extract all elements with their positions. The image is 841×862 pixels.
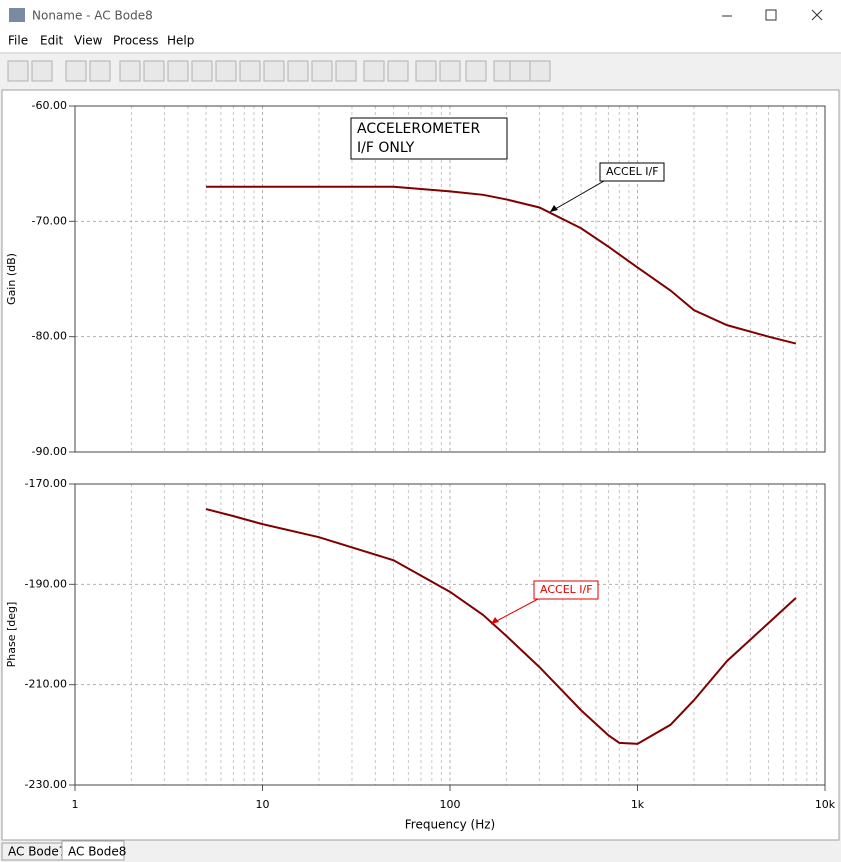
y-tick-label: -210.00	[25, 678, 67, 691]
menu-item[interactable]: Edit	[40, 34, 64, 48]
toolbar-button[interactable]	[215, 60, 237, 82]
title-bar	[0, 0, 841, 30]
curve-label-box	[599, 162, 665, 182]
y-axis-label: Phase [deg]	[5, 602, 18, 668]
x-tick-label: 1	[72, 798, 79, 811]
y-tick-label: -80.00	[32, 330, 67, 343]
x-tick-label: 100	[440, 798, 461, 811]
toolbar-button[interactable]	[465, 60, 487, 82]
close-button[interactable]	[811, 9, 823, 21]
toolbar-button[interactable]	[89, 60, 111, 82]
toolbar	[0, 52, 841, 82]
toolbar-button[interactable]	[509, 60, 531, 82]
label-arrowhead	[491, 617, 499, 624]
y-tick-label: -90.00	[32, 445, 67, 458]
menu-bar	[0, 30, 841, 52]
menu-item[interactable]: File	[8, 34, 28, 48]
toolbar-button[interactable]	[363, 60, 385, 82]
series-line	[206, 185, 797, 345]
toolbar-button[interactable]	[311, 60, 333, 82]
x-axis-label: Frequency (Hz)	[405, 818, 496, 832]
y-tick-label: -60.00	[32, 99, 67, 112]
menu-item[interactable]: Process	[113, 34, 159, 48]
maximize-button[interactable]	[765, 9, 777, 21]
toolbar-button[interactable]	[119, 60, 141, 82]
annotation-text: ACCELEROMETER	[357, 121, 480, 137]
toolbar-button[interactable]	[65, 60, 87, 82]
app-icon	[9, 8, 25, 22]
x-tick-label: 10	[256, 798, 270, 811]
window-title: Noname - AC Bode8	[32, 9, 153, 23]
label-arrowhead	[550, 205, 558, 212]
y-tick-label: -70.00	[32, 214, 67, 227]
curve-label-box	[533, 580, 599, 600]
tab-label[interactable]: AC Bode8	[68, 845, 126, 859]
y-tick-label: -230.00	[25, 778, 67, 791]
plot-frame	[74, 105, 826, 453]
tab-active[interactable]	[61, 840, 125, 861]
toolbar-button[interactable]	[387, 60, 409, 82]
toolbar-button[interactable]	[529, 60, 551, 82]
toolbar-button[interactable]	[335, 60, 357, 82]
toolbar-button[interactable]	[439, 60, 461, 82]
y-tick-label: -170.00	[25, 477, 67, 490]
toolbar-button[interactable]	[191, 60, 213, 82]
y-tick-label: -190.00	[25, 577, 67, 590]
y-axis-label: Gain (dB)	[5, 253, 18, 305]
label-arrow	[549, 180, 605, 213]
x-tick-label: 1k	[631, 798, 645, 811]
plot-frame	[74, 483, 826, 786]
toolbar-button[interactable]	[7, 60, 29, 82]
label-arrow	[490, 598, 539, 625]
curve-label: ACCEL I/F	[540, 583, 593, 596]
toolbar-button[interactable]	[287, 60, 309, 82]
annotation-text: I/F ONLY	[357, 140, 415, 156]
x-tick-label: 10k	[815, 798, 836, 811]
toolbar-button[interactable]	[143, 60, 165, 82]
toolbar-button[interactable]	[167, 60, 189, 82]
toolbar-button[interactable]	[263, 60, 285, 82]
toolbar-button[interactable]	[239, 60, 261, 82]
toolbar-button[interactable]	[31, 60, 53, 82]
annotation-box	[350, 117, 508, 160]
menu-item[interactable]: View	[74, 34, 103, 48]
series-line	[205, 508, 797, 745]
menu-item[interactable]: Help	[167, 34, 194, 48]
toolbar-button[interactable]	[415, 60, 437, 82]
curve-label: ACCEL I/F	[606, 165, 659, 178]
tab-label[interactable]: AC Bode7	[8, 845, 66, 859]
